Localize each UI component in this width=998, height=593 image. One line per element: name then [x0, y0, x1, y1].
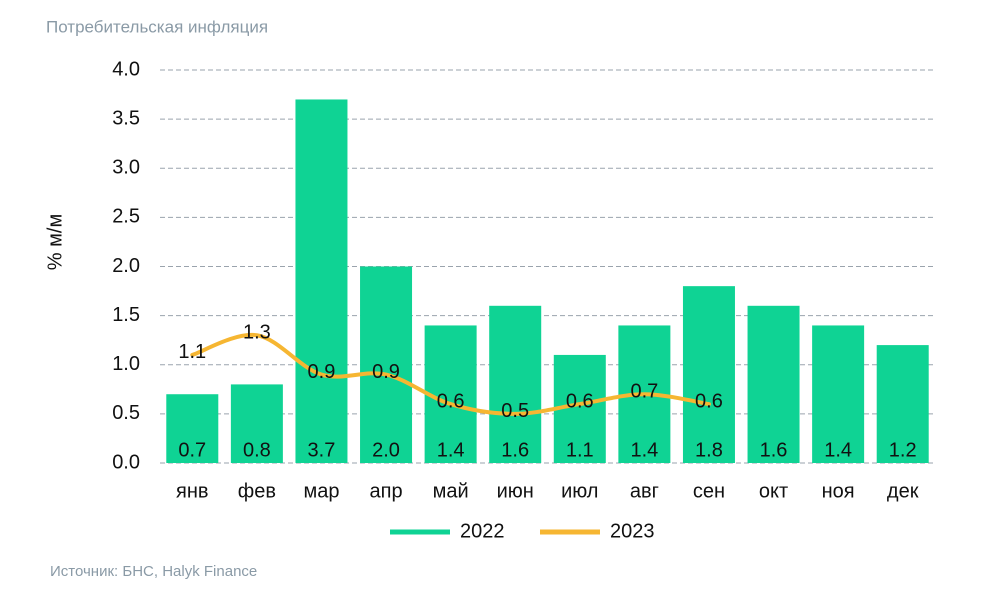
- line-value-label: 0.9: [372, 361, 400, 383]
- bar: [747, 305, 800, 463]
- y-tick-label: 1.5: [112, 304, 140, 326]
- line-value-label: 1.1: [178, 341, 206, 363]
- bar: [360, 266, 413, 463]
- bar-value-label: 3.7: [308, 439, 336, 461]
- y-tick-label: 1.0: [112, 353, 140, 375]
- source: Источник: БНС, Halyk Finance: [50, 563, 257, 580]
- line-value-label: 0.7: [630, 381, 658, 403]
- legend-label: 2023: [610, 520, 655, 542]
- x-tick-label: окт: [759, 480, 788, 502]
- x-tick-label: дек: [887, 480, 919, 502]
- y-tick-label: 2.0: [112, 255, 140, 277]
- x-tick-label: авг: [630, 480, 659, 502]
- bar-value-label: 2.0: [372, 439, 400, 461]
- bar: [876, 345, 929, 463]
- x-tick-label: май: [433, 480, 469, 502]
- x-tick-label: фев: [238, 480, 276, 502]
- bar: [682, 286, 735, 463]
- chart-title: Потребительская инфляция: [46, 17, 268, 36]
- bar: [489, 305, 542, 463]
- x-tick-label: июл: [561, 480, 598, 502]
- x-tick-label: янв: [176, 480, 209, 502]
- bar: [230, 384, 283, 463]
- x-tick-label: июн: [497, 480, 534, 502]
- y-tick-label: 0.5: [112, 402, 140, 424]
- bar-value-label: 1.4: [630, 439, 658, 461]
- y-tick-label: 3.0: [112, 157, 140, 179]
- line: [190, 332, 711, 416]
- bar-value-label: 1.8: [695, 439, 723, 461]
- x-tick-label: сен: [693, 480, 725, 502]
- line-value-label: 0.6: [695, 390, 723, 412]
- line-value-label: 0.6: [566, 390, 594, 412]
- bar-value-label: 1.6: [760, 439, 788, 461]
- bar-value-label: 0.7: [178, 439, 206, 461]
- bar-value-label: 1.4: [824, 439, 852, 461]
- line-value-label: 0.9: [308, 361, 336, 383]
- legend-label: 2022: [460, 520, 505, 542]
- bar-value-label: 1.6: [501, 439, 529, 461]
- bar: [812, 325, 865, 463]
- y-tick-label: 2.5: [112, 206, 140, 228]
- x-tick-label: апр: [370, 480, 403, 502]
- y-axis-label: % м/м: [44, 214, 66, 270]
- bar-value-label: 1.2: [889, 439, 917, 461]
- bar: [166, 394, 219, 463]
- y-tick-label: 4.0: [112, 58, 140, 80]
- bar-value-label: 1.1: [566, 439, 594, 461]
- bar: [295, 99, 348, 463]
- bar-value-label: 1.4: [437, 439, 465, 461]
- bar-value-label: 0.8: [243, 439, 271, 461]
- line-value-label: 0.5: [501, 400, 529, 422]
- bar: [424, 325, 477, 463]
- x-tick-label: мар: [303, 480, 339, 502]
- y-tick-label: 3.5: [112, 107, 140, 129]
- x-tick-label: ноя: [822, 480, 855, 502]
- line-value-label: 0.6: [437, 390, 465, 412]
- line-value-label: 1.3: [243, 322, 271, 344]
- y-tick-label: 0.0: [112, 451, 140, 473]
